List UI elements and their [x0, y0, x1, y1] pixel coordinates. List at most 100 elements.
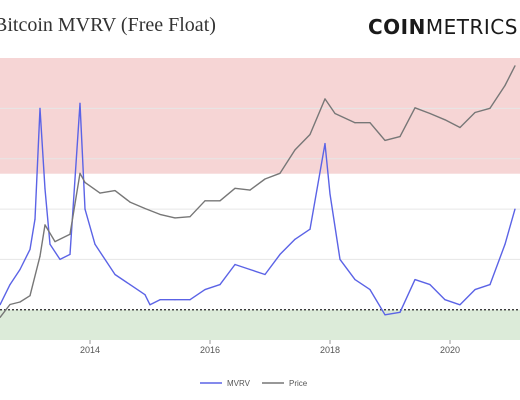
band-2: [0, 309, 520, 340]
point-mvrv: [489, 284, 491, 286]
point-mvrv: [339, 258, 341, 261]
chart-title: Bitcoin MVRV (Free Float): [0, 14, 216, 36]
point-mvrv: [324, 143, 326, 145]
point-mvrv: [39, 107, 41, 109]
band-0: [0, 58, 520, 174]
point-mvrv: [504, 243, 506, 245]
point-mvrv: [44, 188, 46, 190]
point-price: [129, 201, 131, 203]
point-mvrv: [114, 273, 116, 276]
point-price: [219, 200, 221, 202]
point-mvrv: [104, 258, 106, 261]
point-mvrv: [79, 102, 81, 104]
point-price: [429, 112, 431, 115]
point-mvrv: [474, 289, 476, 291]
point-price: [159, 213, 161, 216]
point-mvrv: [459, 304, 461, 306]
point-price: [504, 84, 506, 87]
point-mvrv: [294, 238, 296, 240]
point-mvrv: [354, 278, 356, 281]
point-price: [459, 126, 461, 129]
point-mvrv: [414, 278, 416, 281]
point-price: [99, 192, 101, 194]
point-price: [249, 189, 251, 191]
coinmetrics-logo: COINMETRICS: [368, 15, 518, 39]
point-price: [514, 65, 516, 67]
x-axis-ticks: 2014 2016 2018 2020: [80, 340, 460, 355]
point-price: [44, 224, 46, 226]
point-price: [334, 112, 336, 115]
point-price: [384, 139, 386, 141]
point-mvrv: [279, 253, 281, 255]
series-line-mvrv: [0, 102, 516, 316]
point-price: [204, 200, 206, 202]
point-price: [174, 217, 176, 219]
point-mvrv: [49, 243, 51, 245]
point-mvrv: [144, 294, 146, 296]
point-price: [84, 181, 86, 184]
grid-lines: [0, 107, 520, 260]
point-mvrv: [249, 268, 251, 271]
x-tick-label: 2014: [80, 345, 100, 355]
point-mvrv: [94, 243, 96, 245]
point-mvrv: [29, 248, 31, 250]
point-price: [79, 172, 81, 174]
point-price: [489, 107, 491, 109]
point-price: [324, 98, 326, 100]
point-mvrv: [514, 208, 516, 210]
point-mvrv: [204, 289, 206, 291]
point-mvrv: [69, 253, 71, 255]
point-mvrv: [174, 299, 176, 301]
point-price: [29, 295, 31, 297]
x-tick-label: 2020: [440, 345, 460, 355]
point-price: [444, 119, 446, 121]
point-price: [0, 316, 1, 318]
point-mvrv: [19, 268, 21, 271]
point-price: [354, 122, 356, 124]
point-mvrv: [129, 284, 131, 286]
point-price: [309, 133, 311, 136]
point-mvrv: [0, 304, 1, 306]
legend: MVRV Price: [200, 379, 308, 388]
point-mvrv: [34, 218, 36, 220]
series-lines: [0, 65, 516, 318]
point-mvrv: [444, 299, 446, 301]
brand-bold-text: COIN: [368, 15, 426, 39]
point-price: [39, 255, 41, 257]
valuation-bands: [0, 58, 520, 340]
point-mvrv: [84, 208, 86, 210]
x-tick-label: 2016: [200, 345, 220, 355]
point-mvrv: [159, 299, 161, 301]
point-mvrv: [264, 273, 266, 276]
point-price: [144, 207, 146, 210]
point-price: [474, 111, 476, 114]
point-mvrv: [59, 258, 61, 261]
point-mvrv: [429, 284, 431, 286]
point-mvrv: [9, 284, 11, 286]
point-price: [19, 301, 21, 303]
point-price: [294, 149, 296, 151]
x-tick-label: 2018: [320, 345, 340, 355]
point-mvrv: [234, 263, 236, 266]
point-price: [69, 233, 71, 235]
point-mvrv: [189, 299, 191, 301]
point-price: [369, 122, 371, 124]
point-price: [114, 189, 116, 192]
brand-light-text: METRICS: [425, 15, 518, 39]
legend-price-label: Price: [289, 379, 308, 388]
point-mvrv: [384, 314, 386, 316]
point-price: [414, 107, 416, 109]
point-mvrv: [399, 311, 401, 313]
point-mvrv: [369, 289, 371, 291]
point-mvrv: [149, 304, 151, 306]
band-1: [0, 173, 520, 240]
point-mvrv: [329, 193, 331, 195]
legend-mvrv-label: MVRV: [227, 379, 251, 388]
point-price: [264, 178, 266, 180]
point-price: [234, 187, 236, 189]
point-mvrv: [309, 228, 311, 230]
point-mvrv: [219, 284, 221, 286]
point-price: [9, 303, 11, 306]
point-price: [279, 172, 281, 174]
